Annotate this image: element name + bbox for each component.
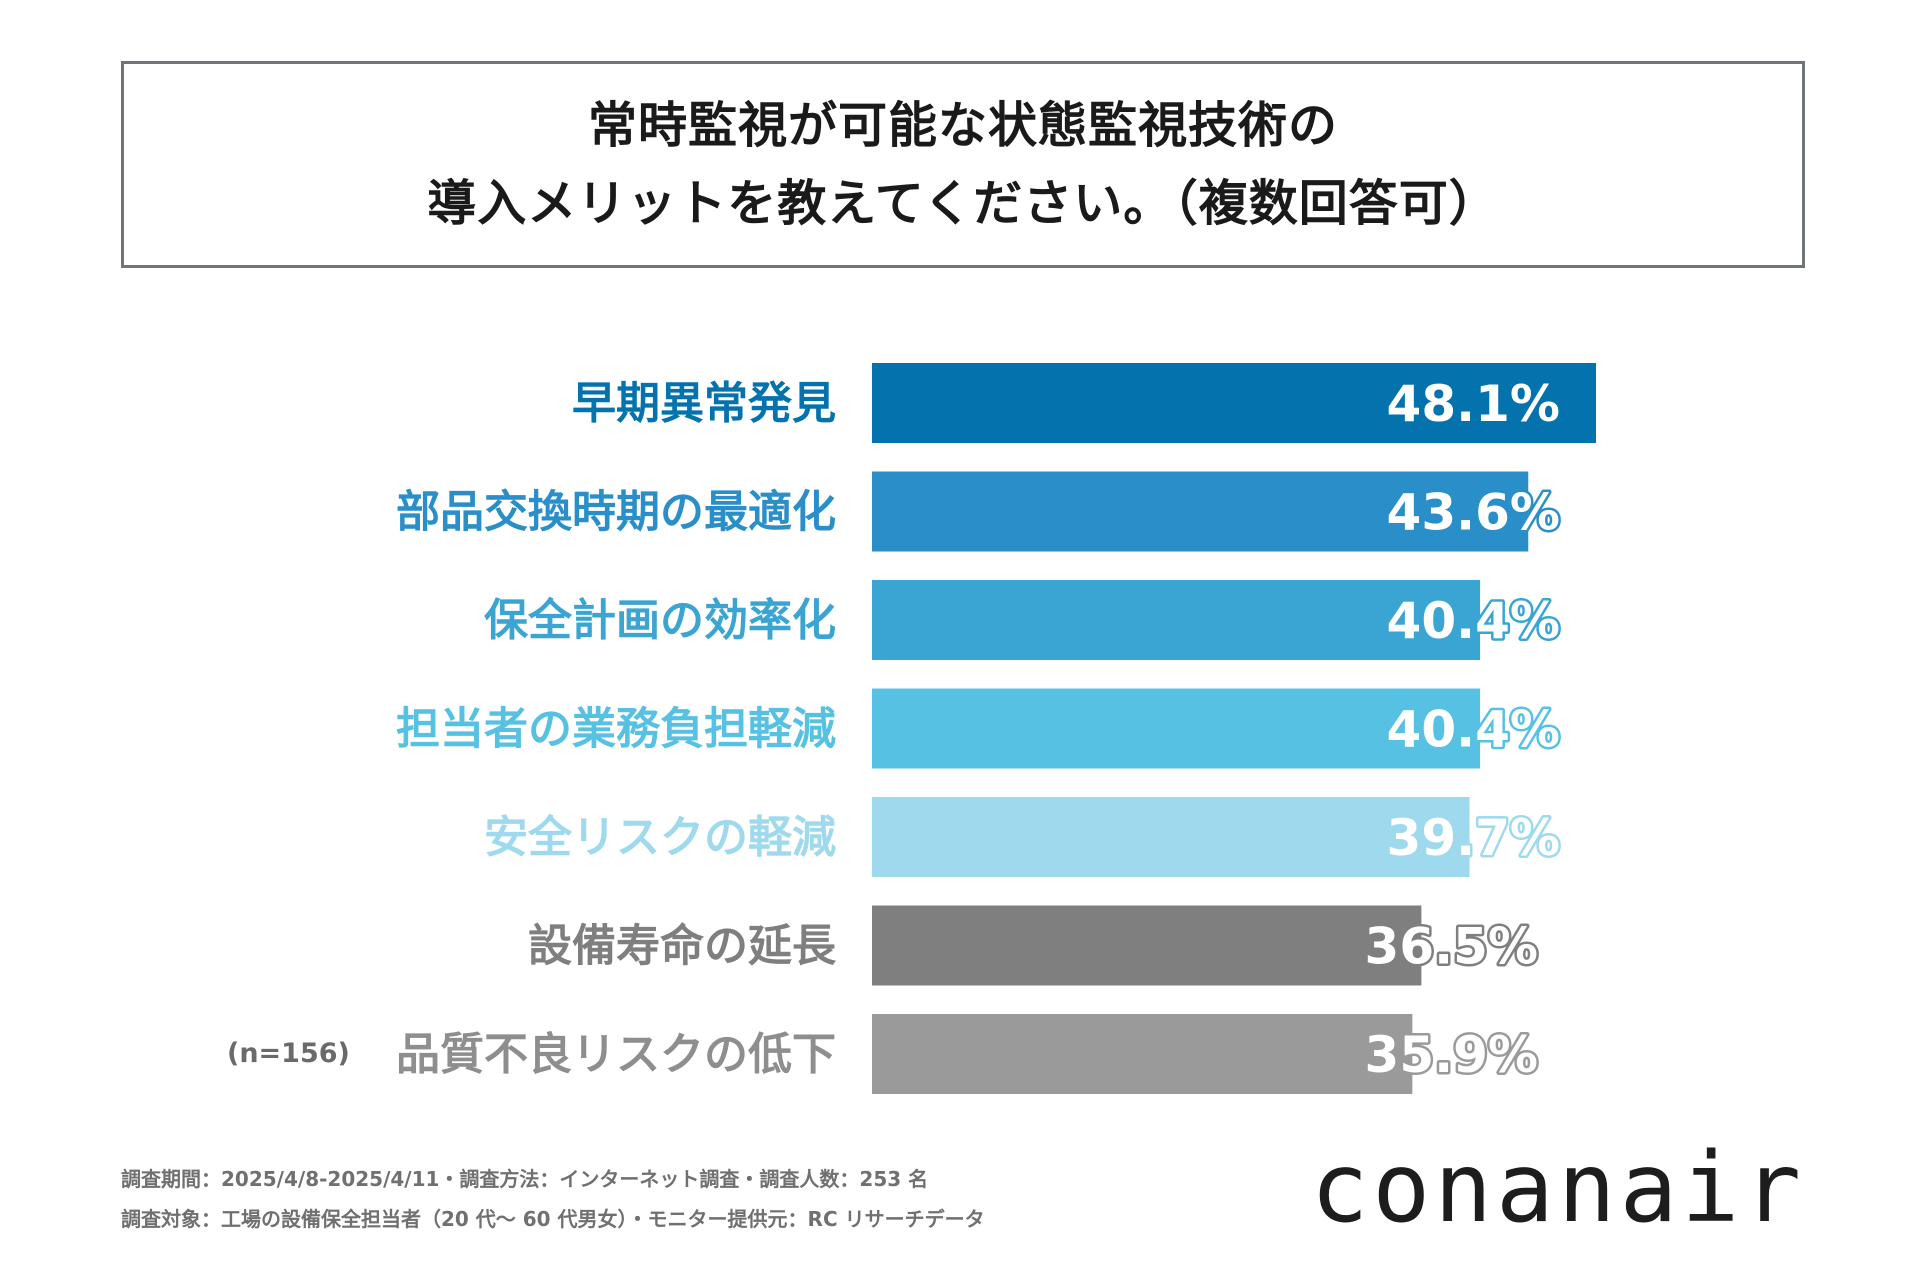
bar-4 [872,688,1481,769]
category-label-3: 保全計画の効率化 [484,595,836,646]
footer-survey-info: 調査期間：2025/4/8-2025/4/11・調査方法：インターネット調査・調… [121,1167,929,1191]
bar-6 [872,905,1422,986]
bar-5 [872,797,1470,877]
category-label-5: 安全リスクの軽減 [484,812,836,863]
value-label-6: 36.5% [1365,918,1538,976]
category-label-2: 部品交換時期の最適化 [396,487,836,538]
value-label-2: 43.6% [1387,484,1560,542]
category-label-1: 早期異常発見 [572,378,836,429]
brand-logo: conanair [1310,1132,1805,1244]
bar-1 [872,363,1596,443]
bar-2 [872,471,1529,552]
value-label-5: 39.7% [1387,809,1560,867]
bar-3 [872,580,1481,660]
category-label-7: 品質不良リスクの低下 [396,1029,836,1080]
chart-title-line-2: 導入メリットを教えてください。（複数回答可） [427,174,1499,232]
value-label-1: 48.1% [1387,375,1560,433]
value-label-3: 40.4% [1387,592,1560,650]
sample-size-label: (n=156) [227,1038,350,1069]
value-label-7: 35.9% [1365,1026,1538,1084]
bar-7 [872,1014,1413,1094]
category-label-4: 担当者の業務負担軽減 [396,704,836,755]
value-label-4: 40.4% [1387,701,1560,759]
chart-title-line-1: 常時監視が可能な状態監視技術の [587,96,1338,154]
footer-survey-target: 調査対象：工場の設備保全担当者（20 代～ 60 代男女）・モニター提供元：RC… [121,1207,985,1231]
category-label-6: 設備寿命の延長 [528,921,837,972]
title-box: 常時監視が可能な状態監視技術の 導入メリットを教えてください。（複数回答可） [121,61,1805,268]
